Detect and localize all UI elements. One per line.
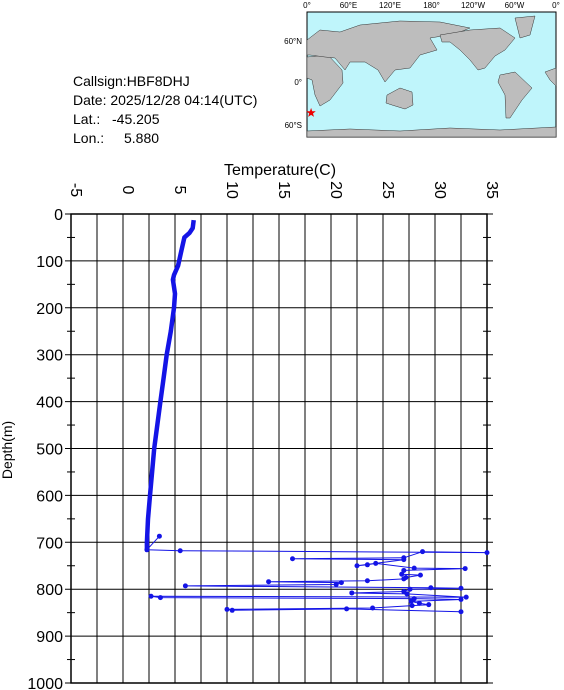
profile-line <box>146 535 488 613</box>
profile-line <box>144 219 196 550</box>
point <box>224 606 230 612</box>
y-tick-label: 300 <box>36 348 63 365</box>
y-tick-label: 400 <box>36 395 63 412</box>
point <box>364 562 370 568</box>
point <box>333 582 339 588</box>
x-tick-label: 0 <box>119 186 136 195</box>
point <box>338 580 344 586</box>
point <box>426 602 432 608</box>
y-tick-label: 200 <box>36 301 63 318</box>
point <box>409 603 415 609</box>
point <box>401 576 407 582</box>
land <box>439 27 516 71</box>
point <box>144 547 150 553</box>
point <box>177 548 183 554</box>
land <box>497 71 533 119</box>
x-tick-label: 35 <box>483 181 500 199</box>
y-tick-label: 500 <box>36 442 63 459</box>
map-lon-label: 120°E <box>379 1 401 10</box>
point <box>229 607 235 613</box>
land <box>306 126 557 138</box>
point <box>148 593 154 599</box>
x-tick-label: 25 <box>379 181 396 199</box>
plot-frame <box>70 213 488 684</box>
point <box>290 556 296 562</box>
point <box>458 609 464 615</box>
y-axis-label: Depth(m) <box>0 421 15 479</box>
land <box>306 20 471 83</box>
info-label: Lat.: <box>73 111 100 127</box>
point <box>364 578 370 584</box>
point <box>404 591 410 597</box>
map-lon-label: 60°W <box>505 1 525 10</box>
point <box>401 557 407 563</box>
y-tick-label: 600 <box>36 488 63 505</box>
station-marker <box>306 107 316 117</box>
x-tick-label: 5 <box>171 186 188 195</box>
y-tick-label: 800 <box>36 582 63 599</box>
point <box>373 560 379 566</box>
info-value: -45.205 <box>112 111 160 127</box>
land <box>514 15 536 39</box>
point <box>266 579 272 585</box>
map-lon-label: 0° <box>303 1 311 10</box>
map <box>306 11 557 138</box>
map-lon-label: 0° <box>552 1 560 10</box>
point <box>157 595 163 601</box>
point <box>182 583 188 589</box>
map-lat-label: 60°N <box>284 37 302 46</box>
point <box>370 605 376 611</box>
point <box>399 571 405 577</box>
point <box>463 594 469 600</box>
point <box>462 566 468 572</box>
map-lat-label: 0° <box>294 78 302 87</box>
point <box>416 600 422 606</box>
point <box>484 550 490 556</box>
x-tick-label: -5 <box>67 183 84 197</box>
map-lon-label: 60°E <box>340 1 357 10</box>
land <box>306 54 344 107</box>
info-value: 5.880 <box>124 130 159 146</box>
info-label: Date: 2025/12/28 04:14(UTC) <box>73 92 257 108</box>
x-axis-label: Temperature(C) <box>224 162 336 179</box>
x-tick-label: 30 <box>431 181 448 199</box>
point <box>428 585 434 591</box>
point <box>411 565 417 571</box>
y-tick-label: 0 <box>54 207 63 224</box>
point <box>420 549 426 555</box>
point <box>458 597 464 603</box>
point <box>458 585 464 591</box>
station-info: Callsign:HBF8DHJ Date: 2025/12/28 04:14(U… <box>73 73 257 146</box>
info-label: Lon.: <box>73 130 104 146</box>
x-tick-label: 20 <box>327 181 344 199</box>
map-lat-label: 60°S <box>285 121 302 130</box>
y-tick-label: 900 <box>36 629 63 646</box>
point <box>354 563 360 569</box>
land <box>544 67 557 87</box>
point <box>349 590 355 596</box>
point <box>156 533 162 539</box>
point <box>408 598 414 604</box>
map-lon-label: 180° <box>423 1 440 10</box>
point <box>344 606 350 612</box>
x-tick-label: 10 <box>223 181 240 199</box>
y-tick-label: 700 <box>36 535 63 552</box>
y-tick-label: 100 <box>36 254 63 271</box>
point <box>407 586 413 592</box>
land <box>385 87 414 110</box>
info-label: Callsign:HBF8DHJ <box>73 73 190 89</box>
point <box>401 567 407 573</box>
point <box>417 572 423 578</box>
x-tick-label: 15 <box>275 181 292 199</box>
y-tick-label: 1000 <box>27 676 63 690</box>
map-lon-label: 120°W <box>461 1 486 10</box>
